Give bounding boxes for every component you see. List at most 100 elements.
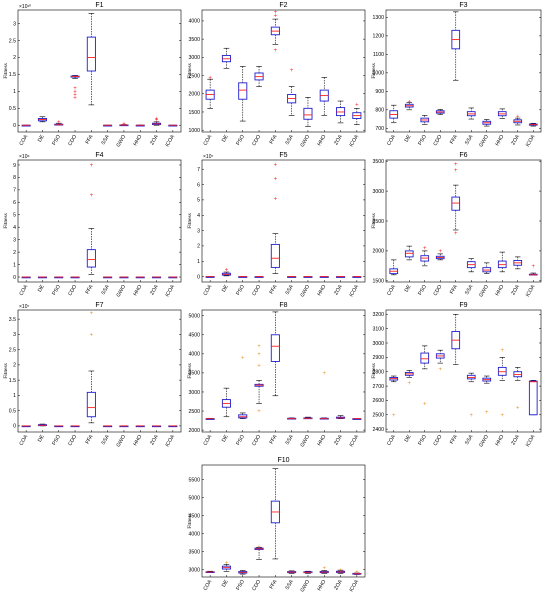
- box-hho: +: [319, 566, 329, 574]
- outlier-marker: +: [274, 13, 278, 19]
- y-tick-label: 2000: [372, 249, 384, 255]
- x-tick-label: ICOA: [525, 284, 537, 298]
- x-tick-label: ICOA: [349, 434, 361, 448]
- x-tick-label: FFA: [85, 134, 95, 146]
- y-tick-label: 4500: [188, 333, 200, 339]
- x-tick-label: ICOA: [349, 579, 361, 593]
- y-tick-label: 3000: [188, 55, 200, 61]
- x-tick-label: GWO: [116, 434, 128, 448]
- x-tick-label: DE: [37, 134, 46, 144]
- x-tick-label: DE: [221, 434, 230, 444]
- x-tick-label: ICOA: [165, 134, 177, 148]
- outlier-marker: +: [225, 268, 229, 274]
- y-tick-label: 900: [375, 89, 384, 95]
- x-tick-label: COA: [203, 284, 214, 297]
- box-icoa: [352, 418, 362, 420]
- box-pso: [54, 276, 64, 279]
- outlier-marker: +: [90, 311, 94, 317]
- x-tick-label: PSO: [417, 284, 428, 296]
- outlier-marker: +: [73, 95, 77, 101]
- outlier-marker: +: [454, 168, 458, 174]
- x-tick-label: COA: [386, 284, 397, 297]
- y-tick-label: 4: [13, 225, 16, 231]
- panel-f5: F5 ×10⁷ Fitness 0 1 2 3 4 5 6 7 COA DE PSO CDO FFA SSA GW…: [187, 152, 366, 298]
- x-tick-label: FFA: [85, 284, 95, 296]
- box-coa: [205, 570, 215, 574]
- box-gwo: [482, 119, 492, 127]
- y-axis-label: Fitness: [3, 213, 9, 229]
- x-tick-label: SSA: [284, 434, 295, 446]
- y-tick-label: 2600: [372, 398, 384, 404]
- outlier-marker: +: [274, 196, 278, 202]
- x-tick-label: ICOA: [349, 134, 361, 148]
- y-tick-label: 2700: [372, 384, 384, 390]
- box-zoa: [336, 276, 346, 278]
- x-tick-label: COA: [203, 579, 214, 592]
- x-tick-label: COA: [386, 434, 397, 447]
- x-tick-label: HHO: [133, 134, 144, 147]
- x-tick-label: GWO: [300, 284, 312, 298]
- x-tick-label: FFA: [449, 434, 459, 446]
- box-gwo: [482, 262, 492, 274]
- x-tick-label: PSO: [235, 579, 246, 591]
- box-ssa: +: [287, 68, 297, 116]
- x-tick-label: ICOA: [525, 134, 537, 148]
- box-de: [37, 276, 47, 279]
- box-ffa: [451, 11, 461, 81]
- box-hho: [497, 108, 507, 119]
- box-coa: +: [205, 75, 215, 109]
- x-tick-label: HHO: [495, 134, 506, 147]
- box-ffa: [270, 311, 280, 397]
- x-tick-label: ICOA: [525, 434, 537, 448]
- box-ssa: [287, 276, 297, 278]
- x-tick-label: HHO: [317, 284, 328, 297]
- x-tick-label: SSA: [284, 134, 295, 146]
- y-tick-label: 6: [197, 182, 200, 188]
- y-tick-label: 1: [13, 262, 16, 268]
- panel-title: F4: [95, 152, 103, 159]
- x-tick-label: HHO: [317, 579, 328, 592]
- x-tick-label: PSO: [235, 284, 246, 296]
- axes-frame: [385, 159, 542, 283]
- x-tick-label: HHO: [133, 434, 144, 447]
- outlier-marker: +: [339, 568, 343, 574]
- box-icoa: [168, 124, 178, 127]
- outlier-marker: +: [90, 332, 94, 338]
- y-tick-label: 3: [13, 21, 16, 27]
- box-zoa: [336, 100, 346, 124]
- x-tick-label: DE: [404, 284, 413, 294]
- box-coa: [21, 124, 31, 127]
- x-tick-label: CDO: [251, 284, 262, 297]
- y-tick-label: 2: [13, 250, 16, 256]
- outlier-marker: +: [438, 367, 442, 373]
- axes-frame: [17, 9, 182, 133]
- outlier-marker: +: [423, 401, 427, 407]
- x-tick-label: ZOA: [149, 434, 160, 447]
- axes-frame: [201, 159, 366, 283]
- box-gwo: [119, 276, 129, 279]
- y-axis-label: Fitness: [187, 513, 193, 529]
- box-ssa: [466, 258, 476, 273]
- box-zoa: [152, 425, 162, 428]
- outlier-marker: +: [274, 48, 278, 54]
- y-tick-label: 7: [13, 188, 16, 194]
- outlier-marker: +: [485, 410, 489, 416]
- x-tick-label: PSO: [235, 434, 246, 446]
- panel-f7: F7 ×10⁷ Fitness 0 0.5 1 1.5 2 2.5 3 3.5 COA DE PSO CDO…: [3, 302, 182, 448]
- outlier-marker: +: [423, 246, 427, 252]
- y-axis-label: Fitness: [371, 63, 377, 79]
- x-tick-label: ZOA: [333, 134, 344, 147]
- y-tick-label: 9: [13, 163, 16, 169]
- box-ffa: ++: [86, 311, 96, 424]
- panel-title: F5: [279, 152, 287, 159]
- y-axis-label: Fitness: [187, 63, 193, 79]
- y-tick-label: 3000: [372, 341, 384, 347]
- iqr-box: [86, 249, 96, 268]
- box-cdo: [254, 66, 264, 87]
- y-tick-label: 1: [197, 259, 200, 265]
- box-pso: [238, 66, 248, 122]
- y-tick-label: 4000: [188, 19, 200, 25]
- x-tick-label: DE: [221, 284, 230, 294]
- x-tick-label: SSA: [284, 579, 295, 591]
- outlier-marker: +: [274, 163, 278, 169]
